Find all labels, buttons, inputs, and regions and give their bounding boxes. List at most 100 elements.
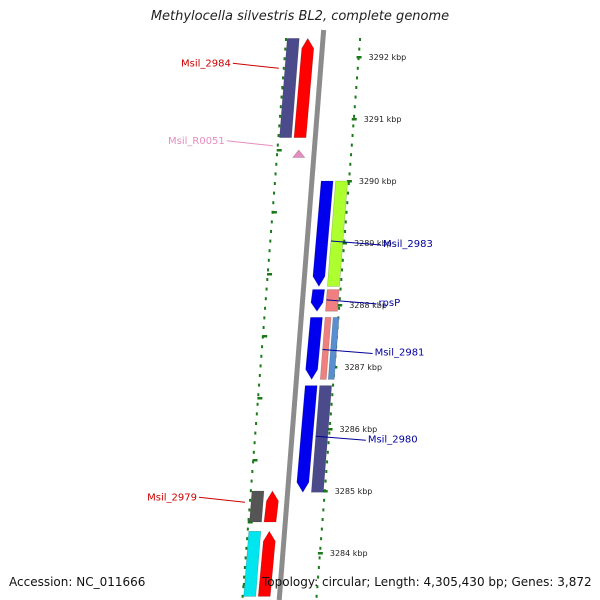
ruler-dot-left (252, 460, 255, 464)
gene-feature[interactable] (243, 531, 262, 597)
ruler-dot-left (247, 518, 250, 521)
gene-feature[interactable] (263, 490, 279, 523)
ruler-dot-left (276, 153, 279, 157)
ruler-dot-right (356, 66, 359, 70)
ruler-dot-right (344, 220, 347, 224)
ruler-dot-left (270, 230, 273, 233)
label-leader-line (226, 140, 273, 147)
ruler-dot-right (358, 47, 361, 51)
ruler-dot-right (316, 585, 319, 589)
gene-feature[interactable] (311, 385, 332, 493)
ruler-dot-left (265, 287, 268, 291)
gene-label[interactable]: Msil_R0051 (168, 136, 225, 147)
ruler-dot-right (326, 460, 329, 464)
ruler-dot-right (353, 105, 356, 109)
ruler-dot-right (350, 153, 353, 157)
gene-feature[interactable] (279, 38, 300, 138)
ruler-dot-right (351, 134, 354, 137)
backbone-line (276, 29, 327, 600)
ruler-dot-left (255, 412, 258, 416)
ruler-dot-right (317, 566, 320, 569)
gene-label[interactable]: Msil_2983 (383, 239, 433, 250)
ruler-dot-left (280, 95, 283, 99)
ruler-dot-left (275, 162, 278, 166)
ruler-dot-right (340, 278, 343, 281)
ruler-dot-right (321, 518, 324, 521)
ruler-dot-left (249, 489, 252, 493)
ruler-dot-right (320, 527, 323, 531)
ruler-dot-right (356, 76, 359, 80)
ruler-dot-left (258, 383, 261, 387)
ruler-dot-left (246, 527, 249, 531)
ruler-dot-left (258, 374, 261, 377)
ruler-dot-right (323, 498, 326, 502)
tick-mark (327, 428, 333, 431)
ruler-dot-right (328, 431, 331, 435)
ruler-dot-right (354, 95, 357, 99)
tick-mark (317, 552, 323, 555)
ruler-dot-right (329, 422, 332, 425)
tick-mark-left (271, 211, 277, 214)
ruler-dot-left (241, 594, 244, 598)
ruler-dot-left (259, 364, 262, 368)
ruler-dot-left (246, 537, 249, 541)
gene-feature[interactable] (249, 490, 265, 523)
ruler-dot-left (284, 47, 287, 51)
gene-feature[interactable] (310, 289, 326, 312)
ruler-dot-left (256, 402, 259, 406)
ruler-dot-left (251, 470, 254, 473)
ruler-dot-left (264, 306, 267, 310)
gene-feature[interactable] (292, 149, 306, 158)
gene-feature[interactable] (327, 317, 340, 380)
topology-text: Topology: circular; Length: 4,305,430 bp… (262, 575, 592, 589)
gene-feature[interactable] (296, 385, 318, 493)
ruler-dot-right (350, 143, 353, 147)
label-leader-line (326, 299, 377, 305)
ruler-dot-right (341, 268, 344, 272)
ruler-dot-right (325, 470, 328, 473)
ruler-dot-left (277, 134, 280, 137)
gene-feature[interactable] (312, 180, 334, 287)
ruler-dot-right (353, 114, 356, 118)
tick-label: 3286 kbp (340, 425, 378, 434)
ruler-dot-left (267, 268, 270, 272)
ruler-dot-left (252, 450, 255, 454)
tick-mark-left (276, 149, 282, 152)
gene-feature[interactable] (327, 180, 348, 287)
gene-feature[interactable] (319, 317, 332, 380)
tick-mark (356, 56, 362, 59)
ruler-dot-right (317, 575, 320, 579)
gene-feature[interactable] (257, 530, 276, 597)
ruler-dot-right (339, 287, 342, 291)
ruler-dot-left (282, 76, 285, 80)
ruler-dot-left (250, 479, 253, 483)
tick-label: 3284 kbp (330, 549, 368, 558)
ruler-dot-left (253, 441, 256, 445)
tick-mark-left (262, 335, 268, 338)
tick-mark (346, 180, 352, 183)
ruler-dot-left (285, 38, 288, 41)
gene-label[interactable]: Msil_2984 (181, 58, 231, 69)
ruler-dot-left (269, 239, 272, 243)
ruler-dot-left (283, 57, 286, 61)
ruler-dot-left (264, 297, 267, 301)
gene-label[interactable]: rpsP (378, 298, 400, 309)
ruler-dot-left (260, 354, 263, 358)
gene-feature[interactable] (305, 317, 323, 380)
tick-mark-left (257, 397, 263, 400)
ruler-dot-left (267, 258, 270, 262)
ruler-dot-right (319, 546, 322, 550)
ruler-dot-right (347, 191, 350, 195)
tick-label: 3287 kbp (344, 363, 382, 372)
gene-label[interactable]: Msil_2980 (368, 434, 418, 445)
ruler-dot-left (244, 556, 247, 560)
ruler-dot-right (346, 201, 349, 205)
ruler-dot-left (279, 105, 282, 109)
gene-feature[interactable] (293, 37, 315, 138)
gene-label[interactable]: Msil_2979 (147, 492, 197, 503)
ruler-dot-left (243, 575, 246, 579)
ruler-dot-left (273, 182, 276, 185)
ruler-dot-right (324, 479, 327, 483)
gene-label[interactable]: Msil_2981 (375, 348, 425, 359)
